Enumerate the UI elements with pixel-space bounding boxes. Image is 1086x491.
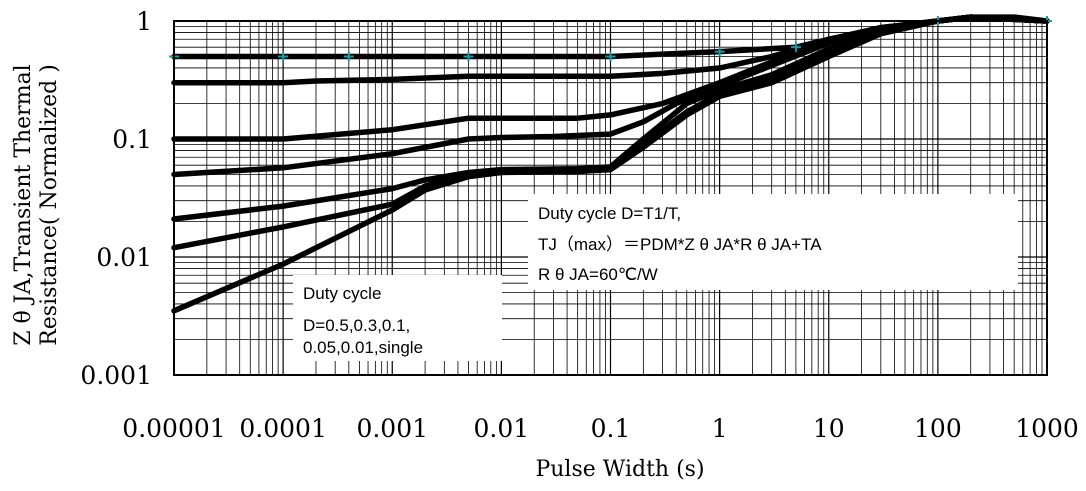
- y-tick-label: 0.1: [112, 125, 152, 154]
- x-axis-title: Pulse Width (s): [535, 457, 704, 482]
- x-tick-label: 0.01: [474, 414, 530, 443]
- annotation-line: D=0.5,0.3,0.1,: [303, 316, 410, 335]
- data-point-marker: [278, 51, 289, 62]
- annotation-line: Duty cycle: [303, 284, 381, 303]
- data-point-marker: [790, 42, 801, 53]
- x-tick-label: 1: [712, 414, 728, 443]
- annotation-line: R θ JA=60℃/W: [538, 265, 658, 284]
- data-point-marker: [714, 46, 725, 57]
- curves: [171, 14, 1050, 314]
- data-point-marker: [605, 51, 616, 62]
- annotation-line: Duty cycle D=T1/T,: [538, 204, 681, 223]
- x-tick-labels: 0.00001 0.0001 0.001 0.01 0.1 1 10 100 1000: [122, 414, 1079, 443]
- plot-frame: [173, 20, 1048, 376]
- x-tick-label: 0.00001: [122, 414, 225, 443]
- x-tick-label: 100: [914, 414, 962, 443]
- x-tick-label: 0.001: [356, 414, 428, 443]
- x-tick-label: 0.1: [591, 414, 631, 443]
- annotation-line: TJ（max）＝PDM*Z θ JA*R θ JA+TA: [538, 235, 822, 254]
- x-tick-label: 10: [813, 414, 845, 443]
- y-tick-label: 1: [136, 7, 152, 36]
- y-tick-labels: 1 0.1 0.01 0.001: [80, 7, 152, 390]
- annotation-duty-list: Duty cycle D=0.5,0.3,0.1, 0.05,0.01,sing…: [293, 275, 502, 361]
- y-axis-title-line-2: Resistance( Normalized ): [37, 64, 62, 346]
- y-tick-label: 0.01: [96, 243, 152, 272]
- data-point-marker: [343, 51, 354, 62]
- y-axis-title-line-1: Z θ JA,Transient Thermal: [11, 64, 36, 345]
- y-tick-label: 0.001: [80, 361, 152, 390]
- x-tick-label: 0.0001: [239, 414, 326, 443]
- data-point-marker: [463, 51, 474, 62]
- series-line-7: [171, 14, 1050, 314]
- annotation-duty-equation: Duty cycle D=T1/T, TJ（max）＝PDM*Z θ JA*R …: [528, 194, 1018, 290]
- annotation-line: 0.05,0.01,single: [303, 338, 423, 357]
- x-tick-label: 1000: [1015, 414, 1079, 443]
